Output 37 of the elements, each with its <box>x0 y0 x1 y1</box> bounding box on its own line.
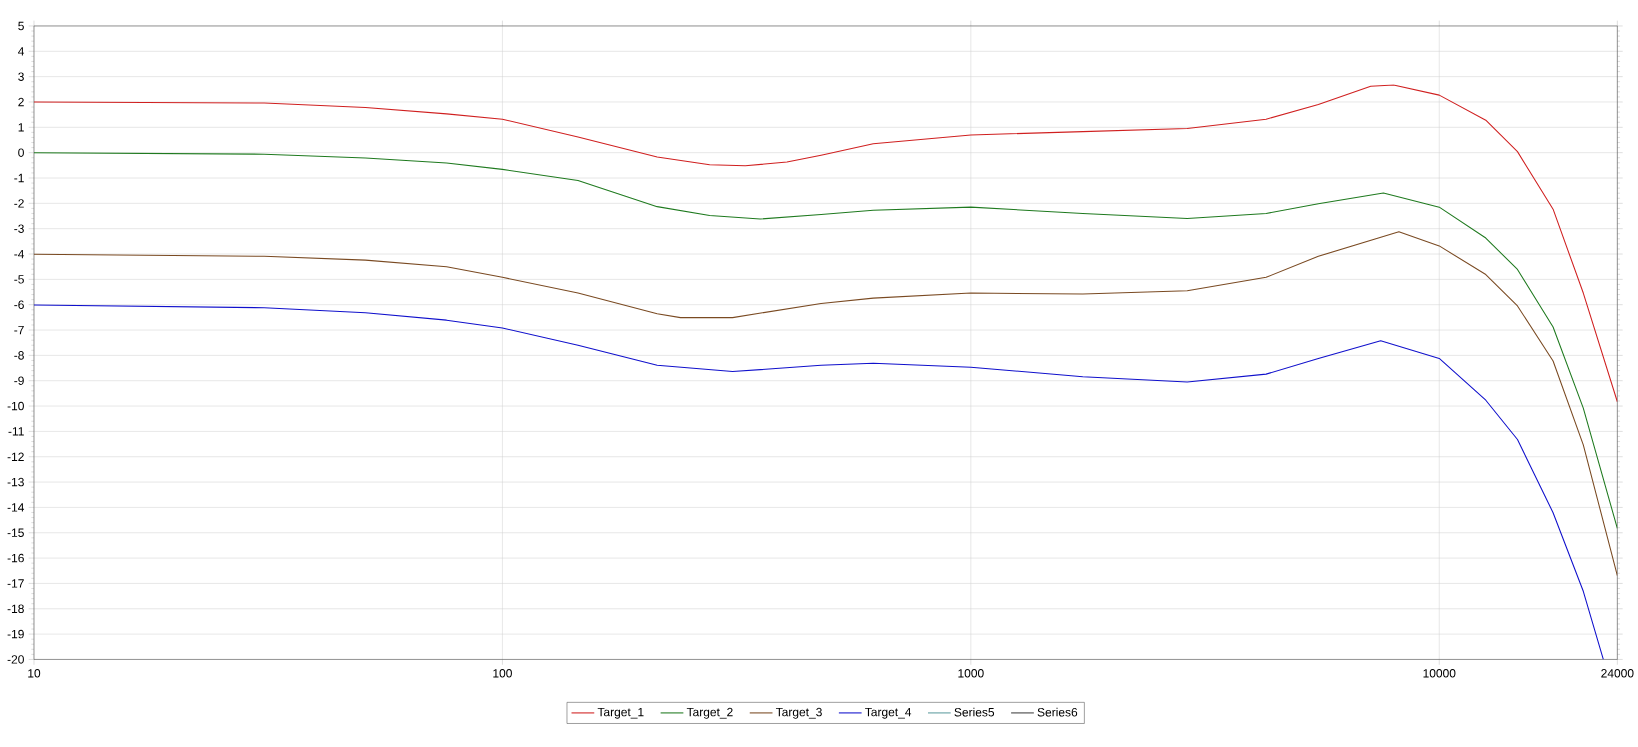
legend-label: Target_2 <box>686 707 733 719</box>
legend-label: Series6 <box>1037 707 1078 717</box>
y-tick-label: 4 <box>18 46 25 56</box>
y-tick-label: -14 <box>7 503 25 512</box>
y-tick-label: -10 <box>7 401 24 411</box>
x-tick-label: 10000 <box>1423 668 1456 678</box>
x-tick-label: 24000 <box>1601 668 1634 678</box>
legend-label: Target_1 <box>597 707 644 719</box>
y-tick-label: -15 <box>7 528 24 537</box>
legend-label: Series5 <box>954 707 995 717</box>
y-tick-label: -20 <box>7 655 24 664</box>
y-tick-label: -17 <box>7 579 24 588</box>
y-tick-label: 5 <box>18 21 24 30</box>
legend-label: Target_3 <box>775 707 822 719</box>
y-tick-label: 3 <box>18 72 24 81</box>
y-tick-label: -19 <box>7 629 24 639</box>
y-tick-label: 0 <box>18 148 24 157</box>
y-tick-label: -5 <box>14 274 24 284</box>
x-tick-label: 1000 <box>958 668 984 678</box>
y-tick-label: 1 <box>18 123 24 132</box>
y-tick-label: -6 <box>14 300 24 309</box>
y-tick-label: -9 <box>14 376 24 385</box>
y-tick-label: -2 <box>14 198 24 208</box>
legend-label: Target_4 <box>865 707 912 719</box>
y-tick-label: -8 <box>14 350 24 360</box>
x-tick-label: 100 <box>493 668 512 678</box>
y-tick-label: -3 <box>14 224 24 233</box>
y-tick-label: -4 <box>14 249 25 258</box>
y-tick-label: -18 <box>7 604 24 613</box>
y-tick-label: -12 <box>7 452 24 461</box>
y-tick-label: -16 <box>7 553 24 563</box>
y-tick-label: 2 <box>18 97 24 106</box>
y-tick-label: -11 <box>8 427 24 436</box>
y-tick-label: -7 <box>14 325 24 334</box>
y-tick-label: -1 <box>14 173 24 182</box>
x-tick-label: 10 <box>28 668 41 678</box>
y-tick-label: -13 <box>7 477 24 487</box>
